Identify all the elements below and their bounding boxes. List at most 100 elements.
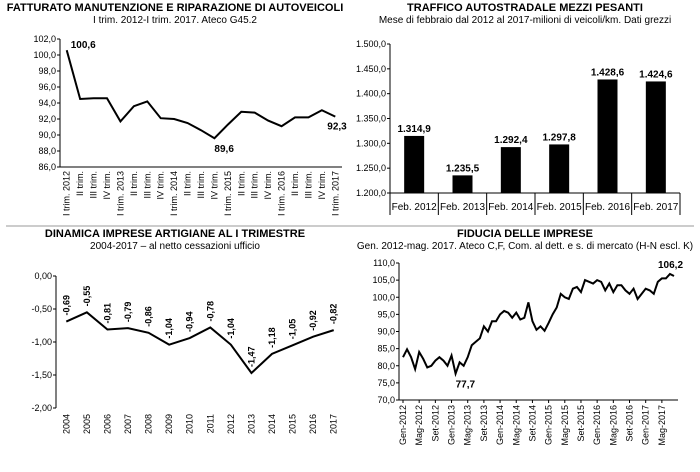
chart3-data-label: -0,78 xyxy=(205,301,215,322)
chart4-x-tick-label: Gen-2013 xyxy=(447,405,457,445)
chart1-x-tick-label: I trim. 2013 xyxy=(115,171,125,216)
chart2-bar xyxy=(549,144,570,193)
chart1-y-tick-label: 86,0 xyxy=(38,162,56,172)
chart3-x-tick-label: 2004 xyxy=(61,414,71,434)
chart4-x-tick-label: Mag-2017 xyxy=(657,405,667,446)
chart3-data-label: -0,94 xyxy=(185,312,195,333)
chart1-x-tick-label: III trim. xyxy=(196,171,206,199)
chart3-y-tick-label: -0,50 xyxy=(31,304,52,314)
chart1-x-tick-label: II trim. xyxy=(183,171,193,196)
chart1-x-tick-label: I trim. 2012 xyxy=(62,171,72,216)
chart3-x-tick-label: 2017 xyxy=(329,414,339,434)
chart3-series-line xyxy=(65,311,335,375)
chart2-data-label: 1.428,6 xyxy=(591,67,625,78)
chart3-data-label: -0,55 xyxy=(82,286,92,307)
chart1-data-label: 92,3 xyxy=(327,122,347,133)
chart3-x-tick-label: 2014 xyxy=(267,414,277,434)
chart1-x-tick-label: III trim. xyxy=(142,171,152,199)
chart2-y-tick-label: 1.450,0 xyxy=(356,64,386,74)
chart3-y-tick-label: -2,00 xyxy=(31,403,52,413)
chart4-x-tick-label: Mag-2016 xyxy=(608,405,618,446)
chart2-y-tick-label: 1.500,0 xyxy=(356,39,386,49)
chart4-y-tick-label: 110,0 xyxy=(373,258,395,268)
chart3-data-label: -0,82 xyxy=(329,304,339,325)
chart3-title: DINAMICA IMPRESE ARTIGIANE AL I TRIMESTR… xyxy=(44,228,306,240)
chart4-x-tick-label: Set-2015 xyxy=(576,405,586,442)
chart2-x-tick-label: Feb. 2016 xyxy=(585,202,630,213)
chart2-x-tick-label: Feb. 2015 xyxy=(537,202,582,213)
chart2-y-tick-label: 1.350,0 xyxy=(356,114,386,124)
chart3-data-label: -0,92 xyxy=(308,310,318,331)
chart4-series-line xyxy=(402,272,675,378)
chart3-x-tick-label: 2009 xyxy=(164,414,174,434)
chart4-data-label: 77,7 xyxy=(456,380,476,391)
chart2-bar xyxy=(404,135,425,193)
chart4-x-tick-label: Set-2016 xyxy=(625,405,635,442)
chart3-x-tick-label: 2015 xyxy=(288,414,298,434)
chart3-x-tick-label: 2007 xyxy=(123,414,133,434)
chart3-x-tick-label: 2008 xyxy=(144,414,154,434)
chart4-x-tick-label: Gen-2015 xyxy=(544,405,554,445)
chart1-y-tick-label: 92,0 xyxy=(38,114,56,124)
chart1-x-tick-label: I trim. 2014 xyxy=(169,171,179,216)
chart2-bar xyxy=(500,147,521,193)
chart2-x-tick-label: Feb. 2012 xyxy=(392,202,437,213)
chart4-y-tick-label: 70,0 xyxy=(377,395,395,405)
chart3-y-tick-label: -1,00 xyxy=(31,337,52,347)
chart3-x-tick-label: 2016 xyxy=(308,414,318,434)
chart3-x-tick-label: 2010 xyxy=(185,414,195,434)
chart3-data-label: -0,86 xyxy=(144,306,154,327)
chart4-y-tick-label: 75,0 xyxy=(377,378,395,388)
chart3-subtitle: 2004-2017 – al netto cessazioni ufficio xyxy=(90,241,260,252)
chart1-x-tick-label: IV trim. xyxy=(209,171,219,200)
chart4-x-tick-label: Set-2014 xyxy=(527,405,537,442)
chart1-data-label: 89,6 xyxy=(214,144,234,155)
chart1-y-tick-label: 102,0 xyxy=(33,34,56,44)
chart1-x-tick-label: IV trim. xyxy=(263,171,273,200)
chart2-bar xyxy=(645,81,666,193)
chart2-title: TRAFFICO AUTOSTRADALE MEZZI PESANTI xyxy=(407,2,643,14)
chart1-x-tick-label: III trim. xyxy=(89,171,99,199)
chart3-x-tick-label: 2013 xyxy=(246,414,256,434)
chart4-x-tick-label: Gen-2014 xyxy=(495,405,505,445)
chart4-x-tick-label: Mag-2013 xyxy=(463,405,473,446)
chart3-data-label: -1,18 xyxy=(267,327,277,348)
chart2-y-tick-label: 1.200,0 xyxy=(356,188,386,198)
chart1-subtitle: I trim. 2012-I trim. 2017. Ateco G45.2 xyxy=(93,15,257,26)
chart4-x-tick-label: Mag-2014 xyxy=(511,405,521,446)
chart4-x-tick-label: Set-2012 xyxy=(430,405,440,442)
chart1-y-tick-label: 88,0 xyxy=(38,146,56,156)
chart4-y-tick-label: 105,0 xyxy=(372,275,395,285)
chart4-x-tick-label: Mag-2015 xyxy=(560,405,570,446)
chart1-x-tick-label: III trim. xyxy=(303,171,313,199)
chart3-y-tick-label: -1,50 xyxy=(31,370,52,380)
chart3-data-label: -0,79 xyxy=(123,302,133,323)
chart4-subtitle: Gen. 2012-mag. 2017. Ateco C,F, Com. al … xyxy=(356,241,694,252)
chart2-y-tick-label: 1.300,0 xyxy=(356,138,386,148)
chart2-data-label: 1.314,9 xyxy=(397,124,431,135)
chart4-title: FIDUCIA DELLE IMPRESE xyxy=(457,228,593,240)
chart1-x-tick-label: I trim. 2015 xyxy=(223,171,233,216)
chart1-series-line xyxy=(65,49,336,140)
chart2-data-label: 1.424,6 xyxy=(639,69,673,80)
chart4-data-label: 106,2 xyxy=(658,260,683,271)
chart1-y-tick-label: 94,0 xyxy=(38,98,56,108)
chart3-x-tick-label: 2012 xyxy=(226,414,236,434)
chart1-x-tick-label: IV trim. xyxy=(317,171,327,200)
chart3-data-label: -1,05 xyxy=(288,319,298,340)
chart3-x-tick-label: 2006 xyxy=(102,414,112,434)
chart3-x-tick-label: 2011 xyxy=(205,414,215,433)
chart2-y-tick-label: 1.250,0 xyxy=(356,163,386,173)
chart2-bar xyxy=(597,79,618,193)
chart2-data-label: 1.297,8 xyxy=(542,132,576,143)
chart2-x-tick-label: Feb. 2013 xyxy=(440,202,485,213)
chart1-x-tick-label: II trim. xyxy=(236,171,246,196)
chart1-title: FATTURATO MANUTENZIONE E RIPARAZIONE DI … xyxy=(6,2,344,14)
chart2-bar xyxy=(452,175,473,193)
chart1-x-tick-label: I trim. 2016 xyxy=(277,171,287,216)
chart1-x-tick-label: II trim. xyxy=(290,171,300,196)
chart4-x-tick-label: Gen-2016 xyxy=(592,405,602,445)
chart2-x-tick-label: Feb. 2014 xyxy=(488,202,533,213)
chart2-subtitle: Mese di febbraio dal 2012 al 2017-milion… xyxy=(378,15,672,26)
chart3-data-label: -0,69 xyxy=(61,295,71,316)
